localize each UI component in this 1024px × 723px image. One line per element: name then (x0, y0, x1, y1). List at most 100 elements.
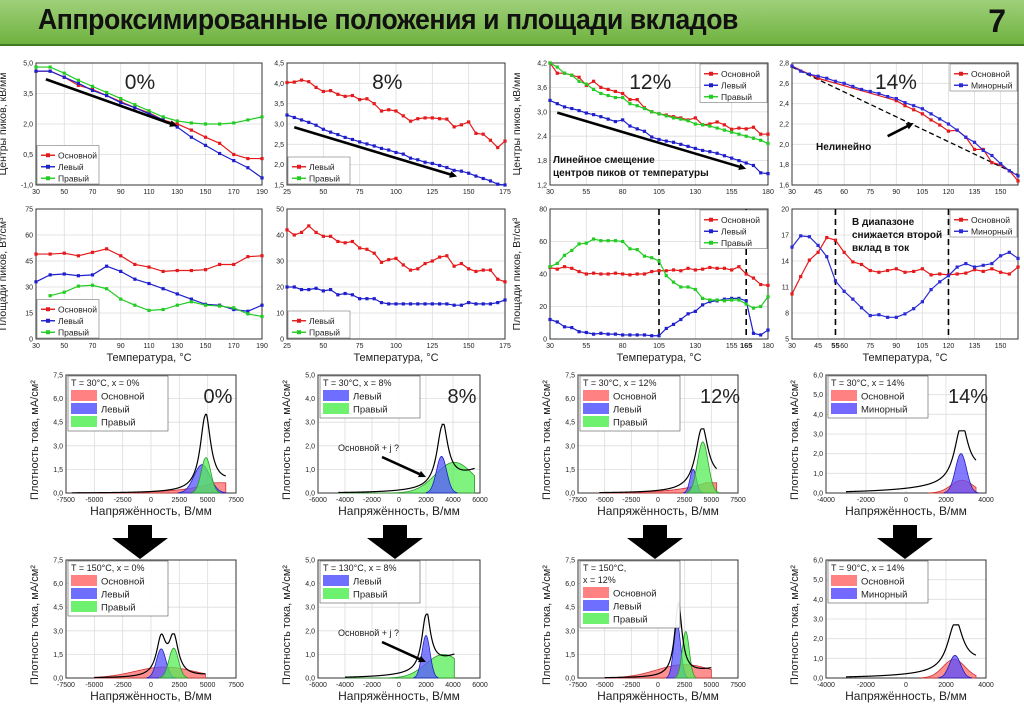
series-Правый (548, 237, 770, 310)
x-tick-label: -2000 (857, 497, 875, 504)
data-point (693, 146, 697, 150)
chart-c2: 30 55 80 105 130 155 180 1,2 1,8 2,4 3,0 3,6 4,2 12% О… (511, 61, 774, 197)
data-point (759, 138, 763, 142)
data-point (358, 140, 362, 144)
legend-marker (46, 176, 50, 181)
data-point (628, 102, 632, 106)
x-tick-label: 50 (60, 343, 68, 350)
data-point (232, 152, 236, 157)
data-point (592, 332, 596, 336)
y-tick-label: 10 (276, 311, 284, 318)
data-point (664, 139, 668, 143)
data-point (34, 280, 38, 284)
composition-label: 12% (629, 71, 671, 94)
data-point (825, 236, 829, 240)
data-point (955, 128, 959, 132)
data-point (430, 161, 434, 166)
legend-label: Правый (721, 238, 752, 248)
data-point (577, 269, 581, 274)
legend-label: Правый (613, 418, 648, 429)
data-point (416, 302, 420, 306)
data-point (859, 262, 864, 267)
y-tick-label: 20 (276, 285, 284, 292)
data-point (599, 85, 603, 89)
data-point (365, 297, 369, 301)
x-tick-label: 150 (200, 189, 212, 196)
data-point (343, 241, 347, 245)
legend-label: Левый (101, 405, 130, 416)
data-point (189, 121, 193, 125)
data-point (671, 116, 676, 120)
data-point (474, 269, 478, 273)
data-point (105, 93, 109, 98)
data-point (859, 306, 864, 310)
data-point (744, 272, 748, 276)
data-point (394, 302, 398, 306)
x-tick-label: 5000 (200, 497, 216, 504)
slide-number: 7 (988, 3, 1006, 39)
legend-label: Основной (971, 69, 1010, 79)
y-tick-label: 2,4 (537, 134, 547, 141)
data-point (766, 328, 770, 332)
data-point (990, 262, 994, 266)
data-point (474, 302, 478, 306)
data-point (467, 171, 471, 175)
x-tick-label: -5000 (85, 682, 103, 689)
data-point (438, 255, 442, 259)
data-point (938, 123, 942, 127)
y-tick-label: 1,5 (53, 652, 63, 659)
data-point (628, 98, 632, 102)
y-tick-label: 4,2 (537, 61, 547, 68)
legend-marker (46, 307, 50, 312)
y-tick-label: 80 (539, 207, 547, 214)
legend-label: Левый (721, 226, 747, 236)
x-tick-label: -2500 (622, 497, 640, 504)
data-point (938, 117, 942, 121)
x-tick-label: 7500 (228, 497, 244, 504)
y-tick-label: 75 (25, 207, 33, 214)
y-tick-label: 1,6 (779, 183, 789, 190)
y-tick-label: 2,0 (305, 628, 315, 635)
data-point (438, 302, 442, 306)
data-point (175, 268, 179, 273)
x-tick-label: 0 (656, 497, 660, 504)
data-point (701, 267, 705, 271)
data-point (1007, 272, 1011, 276)
y-tick-label: 1,0 (813, 471, 823, 478)
legend-label: Левый (353, 392, 382, 403)
chart-s02: -7500 -5000 -2500 0 2500 5000 7500 0,0 1,5 3,0 4,5… (541, 373, 746, 519)
x-tick-label: 75 (866, 189, 874, 196)
data-point (76, 274, 80, 278)
data-point (679, 142, 683, 146)
data-point (606, 117, 610, 121)
x-tick-label: 190 (256, 343, 268, 350)
legend-label: Левый (613, 602, 642, 613)
x-tick-label: 105 (653, 189, 665, 196)
x-tick-label: -2500 (114, 682, 132, 689)
x-tick-label: 130 (689, 343, 701, 350)
x-tick-label: 25 (283, 189, 291, 196)
data-point (232, 159, 236, 163)
data-point (503, 183, 507, 187)
data-point (606, 332, 610, 336)
data-point (260, 254, 264, 258)
y-tick-label: 1,8 (779, 162, 789, 169)
data-point (584, 330, 588, 335)
data-point (912, 104, 916, 108)
data-point (48, 69, 52, 73)
legend-title: x = 12% (583, 575, 616, 585)
plot-frame (791, 62, 1019, 186)
data-point (232, 306, 236, 310)
legend-label: Основной (58, 150, 97, 160)
data-point (1016, 256, 1020, 260)
data-point (671, 268, 676, 272)
data-point (488, 302, 493, 306)
y-tick-label: 4,0 (813, 412, 823, 419)
data-point (147, 281, 151, 286)
y-tick-label: 1,5 (565, 467, 575, 474)
data-point (488, 138, 493, 142)
data-point (606, 272, 610, 276)
data-point (481, 132, 485, 136)
